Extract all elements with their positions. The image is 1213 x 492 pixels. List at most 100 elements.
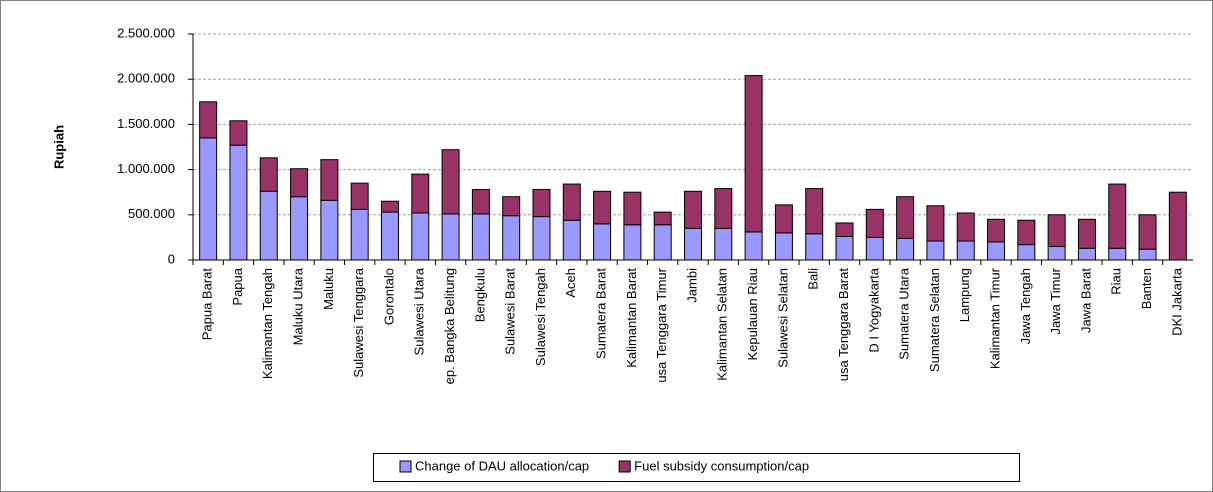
y-tick-label: 2.000.000 <box>117 71 175 86</box>
x-tick-label: Kepulauan Riau <box>745 268 760 361</box>
bar-segment <box>835 235 854 261</box>
x-tick-label: Sumatera Selatan <box>927 268 942 372</box>
x-tick-label: DKI Jakarta <box>1169 267 1184 336</box>
x-tick-label: Sumatera Utara <box>897 267 912 360</box>
bar-segment <box>199 101 218 139</box>
bar-segment <box>411 173 430 214</box>
bar-segment <box>865 236 884 261</box>
bar-segment <box>380 200 399 213</box>
bar-segment <box>956 240 975 261</box>
bar-segment <box>229 144 248 261</box>
bar-segment <box>259 190 278 261</box>
bar-segment <box>441 213 460 261</box>
bar-segment <box>684 227 702 261</box>
bar-segment <box>471 213 490 261</box>
x-tick-label: Papua Barat <box>200 268 215 341</box>
y-axis-label: Rupiah <box>51 125 66 169</box>
bar-segment <box>320 159 339 201</box>
bar-segment <box>805 233 824 261</box>
y-tick-label: 2.500.000 <box>117 25 175 40</box>
bar-segment <box>502 196 521 217</box>
bar-segment <box>896 196 915 239</box>
x-tick-label: Jambi <box>684 268 699 303</box>
bar-segment <box>653 211 672 226</box>
bar-segment <box>653 224 672 261</box>
bar-segment <box>502 215 521 261</box>
x-tick-label: Bali <box>806 268 821 290</box>
bar-segment <box>471 188 490 215</box>
bar-segment <box>350 182 369 210</box>
bar-segment <box>593 190 612 225</box>
x-tick-label: Kalimantan Timur <box>987 267 1002 369</box>
x-tick-label: Maluku Utara <box>290 267 305 345</box>
bar-segment <box>623 191 642 226</box>
bar-segment <box>896 237 915 261</box>
bar-segment <box>1077 218 1096 249</box>
bar-segment <box>714 227 733 261</box>
x-tick-label: Bengkulu <box>472 268 487 322</box>
x-tick-label: usa Tenggara Barat <box>836 268 851 382</box>
bar-segment <box>1047 245 1066 261</box>
x-tick-label: Sulawesi Barat <box>503 268 518 355</box>
bar-segment <box>350 208 369 261</box>
bar-segment <box>774 232 793 261</box>
x-tick-label: Maluku <box>321 268 336 310</box>
x-tick-label: ep. Bangka Belitung <box>442 268 457 384</box>
bar-segment <box>714 188 733 229</box>
bar-segment <box>1017 244 1036 261</box>
bar-segment <box>1168 191 1187 261</box>
x-tick-label: Kalimantan Barat <box>624 268 639 368</box>
bar-segment <box>956 212 975 242</box>
bar-segment <box>411 212 430 261</box>
x-tick-label: Gorontalo <box>381 268 396 325</box>
x-tick-label: D I Yogyakarta <box>866 267 881 352</box>
bar-segment <box>744 231 763 261</box>
x-tick-label: Sulawesi Tengah <box>533 268 548 366</box>
x-tick-label: Aceh <box>563 268 578 298</box>
bar-segment <box>290 168 309 198</box>
x-tick-label: Sumatera Barat <box>594 268 609 359</box>
x-tick-label: Banten <box>1139 268 1154 309</box>
bar-segment <box>1047 214 1066 247</box>
x-tick-label: Sulawesi Tenggara <box>351 267 366 377</box>
x-tick-label: Lampung <box>957 268 972 322</box>
bar-segment <box>1077 247 1096 261</box>
y-tick-label: 1.500.000 <box>117 116 175 131</box>
bar-segment <box>532 216 551 261</box>
x-tick-label: Jawa Barat <box>1078 268 1093 333</box>
bar-segment <box>835 222 854 237</box>
bar-segment <box>805 188 824 235</box>
x-tick-label: Kalimantan Selatan <box>715 268 730 381</box>
legend-label: Change of DAU allocation/cap <box>415 458 589 473</box>
legend-swatch <box>618 460 631 473</box>
x-tick-label: Sulawesi Selatan <box>775 268 790 368</box>
bar-segment <box>562 219 581 261</box>
bar-segment <box>1017 219 1036 246</box>
bar-segment <box>593 223 612 261</box>
bar-segment <box>774 204 793 234</box>
bar-segment <box>562 183 581 221</box>
y-tick-label: 1.000.000 <box>117 161 175 176</box>
bar-segment <box>623 224 642 261</box>
legend-box <box>373 453 1020 482</box>
bar-segment <box>987 218 1006 243</box>
x-tick-label: usa Tenggara Timur <box>654 267 669 382</box>
x-tick-label: Kalimantan Tengah <box>260 268 275 379</box>
bar-segment <box>1138 248 1157 261</box>
x-tick-label: Sulawesi Utara <box>412 267 427 355</box>
x-tick-label: Riau <box>1109 268 1124 295</box>
bar-segment <box>1138 214 1157 250</box>
bar-segment <box>926 240 945 261</box>
bar-segment <box>1108 247 1127 261</box>
x-tick-label: Papua <box>230 267 245 305</box>
bar-segment <box>865 208 884 238</box>
y-tick-label: 500.000 <box>128 206 175 221</box>
bar-segment <box>320 199 339 261</box>
bar-segment <box>684 190 702 229</box>
bar-segment <box>987 241 1006 261</box>
bar-segment <box>380 211 399 261</box>
legend-swatch <box>399 460 412 473</box>
y-tick-label: 0 <box>168 251 175 266</box>
bar-segment <box>229 120 248 146</box>
